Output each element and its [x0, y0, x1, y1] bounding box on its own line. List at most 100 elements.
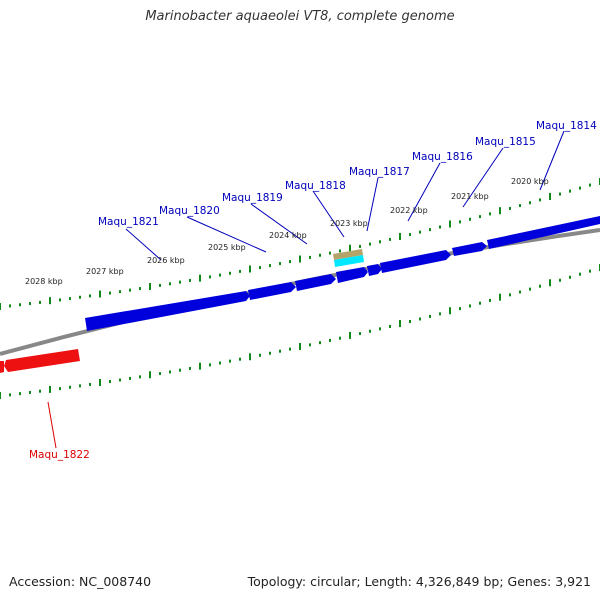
- scale-labels: 2020 kbp 2021 kbp 2022 kbp 2023 kbp 2024…: [25, 177, 549, 286]
- feature-cyan[interactable]: [334, 255, 364, 267]
- accession-text: Accession: NC_008740: [9, 574, 152, 589]
- lower-scale-tick: [129, 376, 131, 380]
- upper-scale-tick: [109, 291, 111, 295]
- upper-scale-tick: [379, 240, 381, 244]
- upper-scale-tick: [239, 269, 241, 273]
- gene-fragment-left[interactable]: [0, 361, 4, 373]
- lower-scale-tick: [579, 272, 581, 276]
- gene-label-maqu-1814[interactable]: Maqu_1814: [536, 120, 597, 132]
- lower-scale-tick: [529, 287, 531, 291]
- upper-scale-tick: [159, 283, 161, 287]
- gene-arrow-maqu-1820[interactable]: [248, 282, 296, 300]
- scale-label-2020: 2020 kbp: [511, 177, 549, 186]
- upper-scale-tick: [269, 264, 271, 268]
- scale-label-2024: 2024 kbp: [269, 231, 307, 240]
- upper-scale-tick: [359, 244, 361, 248]
- upper-scale-tick: [539, 198, 541, 202]
- gene-arrow-maqu-1816[interactable]: [380, 250, 451, 273]
- upper-scale-tick: [249, 265, 251, 273]
- lower-scale-tick: [59, 387, 61, 391]
- label-leaders: [47, 130, 565, 449]
- gene-label-maqu-1822[interactable]: Maqu_1822: [29, 449, 90, 461]
- upper-scale-tick: [99, 290, 101, 298]
- lower-scale-tick: [439, 312, 441, 316]
- lower-scale-tick: [219, 361, 221, 365]
- upper-scale-tick: [459, 220, 461, 224]
- scale-label-2022: 2022 kbp: [390, 206, 428, 215]
- upper-scale-tick: [189, 278, 191, 282]
- lower-scale-tick: [469, 304, 471, 308]
- gene-arrow-maqu-1818[interactable]: [336, 267, 368, 283]
- lower-scale-tick: [249, 353, 251, 361]
- gene-arrow-maqu-1821[interactable]: [85, 291, 250, 331]
- lower-scale-tick: [179, 368, 181, 372]
- lower-scale-tick: [289, 347, 291, 351]
- upper-scale-tick: [439, 225, 441, 229]
- upper-scale-tick: [279, 262, 281, 266]
- lower-scale-tick: [389, 324, 391, 328]
- feature-tan[interactable]: [333, 249, 363, 260]
- upper-scale-tick: [9, 304, 11, 308]
- upper-scale-tick: [549, 193, 551, 200]
- upper-scale-tick: [589, 183, 591, 187]
- upper-scale-tick: [19, 303, 21, 307]
- lower-scale-tick: [169, 370, 171, 374]
- gene-arrow-maqu-1814[interactable]: [487, 216, 600, 249]
- upper-scale-tick: [369, 242, 371, 246]
- lower-scale-tick: [429, 314, 431, 318]
- upper-scale-tick: [409, 233, 411, 237]
- upper-scale-tick: [179, 280, 181, 284]
- scale-ticks-lower: [0, 264, 600, 399]
- lower-scale-tick: [269, 351, 271, 355]
- genome-backbone: [0, 228, 600, 356]
- lower-scale-tick: [69, 385, 71, 389]
- upper-scale-tick: [259, 266, 261, 270]
- gene-label-maqu-1816[interactable]: Maqu_1816: [412, 151, 473, 163]
- upper-scale-tick: [559, 192, 561, 196]
- lower-scale-tick: [79, 384, 81, 388]
- upper-scale-tick: [89, 294, 91, 298]
- lower-scale-tick: [139, 375, 141, 379]
- upper-scale-tick: [199, 274, 201, 282]
- upper-scale-tick: [79, 295, 81, 299]
- lower-scale-tick: [109, 380, 111, 384]
- lower-scale-tick: [9, 393, 11, 397]
- scale-label-2028: 2028 kbp: [25, 277, 63, 286]
- upper-scale-tick: [149, 283, 151, 290]
- map-title: Marinobacter aquaeolei VT8, complete gen…: [145, 9, 455, 24]
- upper-scale-tick: [579, 186, 581, 190]
- upper-scale-tick: [469, 217, 471, 221]
- lower-scale-tick: [209, 363, 211, 367]
- upper-scale-tick: [219, 273, 221, 277]
- gene-label-maqu-1820[interactable]: Maqu_1820: [159, 205, 220, 217]
- lower-scale-tick: [299, 343, 301, 350]
- gene-label-maqu-1821[interactable]: Maqu_1821: [98, 216, 159, 228]
- scale-label-2025: 2025 kbp: [208, 243, 246, 252]
- lower-scale-tick: [319, 341, 321, 345]
- upper-scale-tick: [139, 287, 141, 291]
- lower-scale-tick: [509, 293, 511, 297]
- gene-label-maqu-1817[interactable]: Maqu_1817: [349, 166, 410, 178]
- lower-scale-tick: [409, 320, 411, 324]
- gene-label-maqu-1818[interactable]: Maqu_1818: [285, 180, 346, 192]
- upper-scale-tick: [299, 255, 301, 263]
- gene-label-maqu-1819[interactable]: Maqu_1819: [222, 192, 283, 204]
- lower-scale-tick: [159, 372, 161, 376]
- gene-labels: Maqu_1814 Maqu_1815 Maqu_1816 Maqu_1817 …: [29, 120, 597, 461]
- upper-scale-tick: [489, 212, 491, 216]
- upper-scale-tick: [569, 189, 571, 193]
- gene-arrow-maqu-1819[interactable]: [295, 274, 336, 291]
- gene-arrow-maqu-1815[interactable]: [452, 242, 487, 256]
- lower-scale-tick: [239, 357, 241, 361]
- upper-scale-tick: [289, 260, 291, 264]
- lower-scale-tick: [569, 275, 571, 279]
- lower-scale-tick: [559, 278, 561, 282]
- gene-arrow-maqu-1817[interactable]: [367, 264, 382, 276]
- upper-scale-tick: [129, 288, 131, 292]
- gene-label-maqu-1815[interactable]: Maqu_1815: [475, 136, 536, 148]
- upper-scale-tick: [309, 255, 311, 259]
- upper-scale-tick: [449, 220, 451, 228]
- lower-scale-tick: [589, 269, 591, 273]
- gene-arrow-maqu-1822[interactable]: [4, 349, 80, 372]
